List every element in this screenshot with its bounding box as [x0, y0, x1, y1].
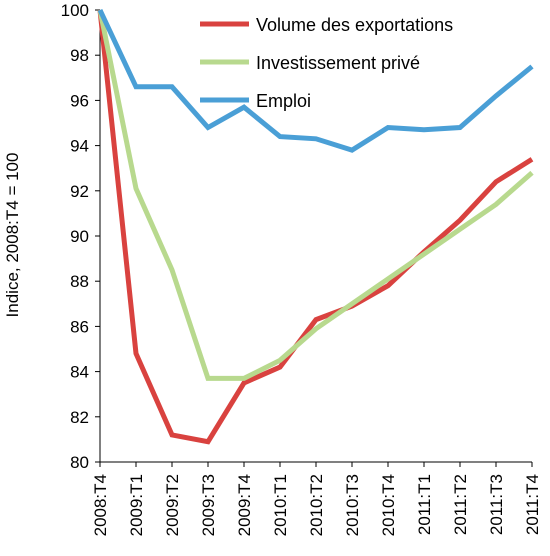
y-tick-label: 80	[70, 453, 89, 472]
x-tick-label: 2011:T2	[451, 474, 470, 535]
x-tick-label: 2010:T4	[379, 474, 398, 536]
y-tick-label: 98	[70, 46, 89, 65]
y-axis-title-group: Indice, 2008:T4 = 100	[3, 153, 22, 318]
y-tick-label: 90	[70, 227, 89, 246]
legend-label: Emploi	[256, 91, 311, 111]
x-tick-label: 2008:T4	[91, 474, 110, 536]
y-tick-label: 86	[70, 317, 89, 336]
y-tick-label: 94	[70, 137, 89, 156]
legend: Volume des exportations Investissement pr…	[200, 15, 453, 111]
x-tick-label: 2010:T2	[307, 474, 326, 536]
x-tick-label: 2009:T2	[163, 474, 182, 536]
x-tick-label: 2010:T1	[271, 474, 290, 536]
y-tick-label: 82	[70, 408, 89, 427]
y-tick-label: 92	[70, 182, 89, 201]
y-tick-label: 100	[61, 1, 89, 20]
x-tick-label: 2011:T1	[415, 474, 434, 535]
axes	[99, 10, 532, 463]
x-tick-label: 2011:T3	[487, 474, 506, 535]
x-tick-label: 2010:T3	[343, 474, 362, 536]
x-axis-ticks: 2008:T4 2009:T1 2009:T2 2009:T3 2009:T4 2010:…	[91, 462, 542, 536]
x-tick-label: 2011:T4	[523, 474, 542, 535]
legend-label: Investissement privé	[256, 53, 420, 73]
legend-label: Volume des exportations	[256, 15, 453, 35]
y-tick-label: 84	[70, 363, 89, 382]
series-lines	[97, 8, 534, 445]
x-tick-label: 2009:T1	[127, 474, 146, 536]
y-axis-title: Indice, 2008:T4 = 100	[3, 153, 22, 318]
y-tick-label: 96	[70, 91, 89, 110]
x-tick-label: 2009:T4	[235, 474, 254, 536]
x-tick-label: 2009:T3	[199, 474, 218, 536]
y-axis-ticks: 80 82 84 86 88 90 92 94 96 98 100	[61, 1, 100, 472]
y-tick-label: 88	[70, 272, 89, 291]
